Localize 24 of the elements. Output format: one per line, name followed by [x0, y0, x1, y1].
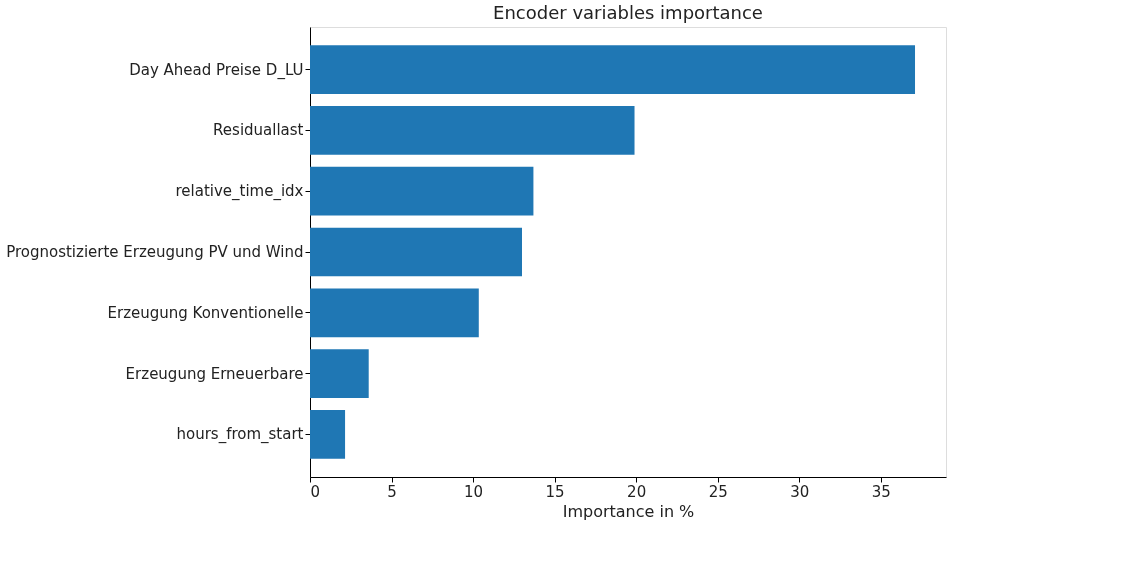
bar	[310, 227, 522, 277]
x-tick-label: 20	[627, 482, 647, 501]
bar	[310, 166, 534, 216]
x-tick-label: 5	[387, 482, 397, 501]
bar	[310, 106, 635, 155]
y-tick-label: Day Ahead Preise D_LU	[129, 60, 304, 80]
bar	[310, 288, 479, 338]
x-tick-label: 30	[790, 482, 810, 501]
y-tick-label: relative_time_idx	[175, 182, 304, 202]
y-tick-label: hours_from_start	[176, 425, 304, 445]
bar	[310, 410, 346, 459]
y-tick-label: Prognostizierte Erzeugung PV und Wind	[6, 243, 304, 261]
x-tick-label: 35	[871, 482, 891, 501]
x-tick-label: 0	[310, 482, 321, 501]
x-tick-label: 25	[708, 482, 728, 501]
y-tick-label: Erzeugung Erneuerbare	[125, 364, 304, 383]
x-tick-label: 15	[545, 482, 565, 501]
bar	[310, 349, 369, 398]
chart-title: Encoder variables importance	[493, 2, 763, 23]
y-tick-label: Erzeugung Konventionelle	[107, 303, 304, 322]
bar	[310, 45, 916, 94]
x-axis-title: Importance in %	[562, 501, 695, 521]
x-tick-label: 10	[464, 482, 484, 501]
y-tick-label: Residuallast	[213, 121, 304, 140]
